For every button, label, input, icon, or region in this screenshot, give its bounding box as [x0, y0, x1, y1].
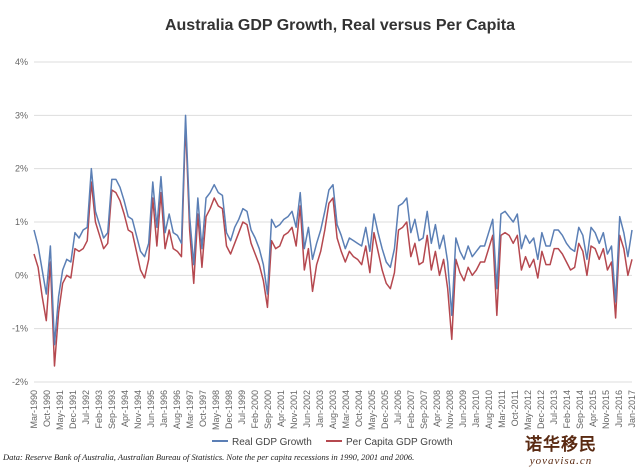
x-tick-label: Feb-2014 [562, 390, 572, 429]
watermark-logo: 诺华移民 yovavisa.cn [486, 430, 636, 467]
x-tick-label: Feb-1993 [94, 390, 104, 429]
gridlines [34, 61, 632, 383]
x-tick-label: Feb-2000 [250, 390, 260, 429]
x-tick-label: Apr-2015 [588, 390, 598, 427]
x-tick-label: Sep-2000 [263, 390, 273, 429]
x-tick-label: May-2005 [367, 390, 377, 430]
y-tick-label: 4% [15, 57, 28, 67]
x-axis-ticks: Mar-1990 Oct-1990 May-1991 Dec-1991 Jul-1992… [29, 390, 637, 430]
x-tick-label: Dec-2012 [536, 390, 546, 429]
x-tick-label: Mar-1990 [29, 390, 39, 429]
x-tick-label: May-2012 [523, 390, 533, 430]
x-tick-label: May-1998 [211, 390, 221, 430]
x-tick-label: Jul-2013 [549, 390, 559, 425]
x-tick-label: Mar-1997 [185, 390, 195, 429]
x-tick-label: Jul-1992 [81, 390, 91, 425]
x-tick-label: Dec-1998 [224, 390, 234, 429]
x-tick-label: Apr-2001 [276, 390, 286, 427]
x-tick-label: Jul-2006 [393, 390, 403, 425]
x-tick-label: Dec-1991 [68, 390, 78, 429]
x-tick-label: Nov-2001 [289, 390, 299, 429]
source-note: Data: Reserve Bank of Australia, Austral… [3, 452, 415, 462]
x-tick-label: Nov-1994 [133, 390, 143, 429]
x-tick-label: Aug-2010 [484, 390, 494, 429]
x-tick-label: Apr-1994 [120, 390, 130, 427]
x-tick-label: Oct-2011 [510, 390, 520, 426]
x-tick-label: Aug-1996 [172, 390, 182, 429]
x-tick-label: Aug-2003 [328, 390, 338, 429]
x-tick-label: Apr-2008 [432, 390, 442, 427]
x-tick-label: Jan-2010 [471, 390, 481, 428]
watermark-chinese-text: 诺华移民 [525, 435, 597, 455]
x-tick-label: Oct-1990 [42, 390, 52, 427]
legend: Real GDP Growth Per Capita GDP Growth [212, 437, 453, 448]
y-tick-label: -2% [12, 377, 28, 387]
x-tick-label: May-1991 [55, 390, 65, 430]
y-tick-label: 2% [15, 164, 28, 174]
x-tick-label: Jun-1995 [146, 390, 156, 428]
x-tick-label: Dec-2005 [380, 390, 390, 429]
x-tick-label: Jan-1996 [159, 390, 169, 428]
legend-label-per-capita: Per Capita GDP Growth [346, 437, 453, 448]
x-tick-label: Jun-2009 [458, 390, 468, 428]
y-axis-ticks: -2% -1% 0% 1% 2% 3% 4% [12, 57, 28, 387]
y-tick-label: 1% [15, 217, 28, 227]
x-tick-label: Oct-1997 [198, 390, 208, 427]
watermark-english-text: yovavisa.cn [529, 455, 593, 467]
chart-title: Australia GDP Growth, Real versus Per Ca… [165, 17, 515, 34]
series-lines [33, 114, 633, 367]
x-tick-label: Oct-2004 [354, 390, 364, 427]
series-line-per-capita-gdp [33, 122, 633, 367]
x-tick-label: Jun-2002 [302, 390, 312, 428]
y-tick-label: 0% [15, 270, 28, 280]
x-tick-label: Mar-2011 [497, 390, 507, 428]
x-tick-label: Sep-2014 [575, 390, 585, 429]
x-tick-label: Jun-2016 [614, 390, 624, 428]
x-tick-label: Nov-2015 [601, 390, 611, 429]
x-tick-label: Jan-2017 [627, 390, 637, 428]
x-tick-label: Sep-2007 [419, 390, 429, 429]
y-tick-label: 3% [15, 110, 28, 120]
x-tick-label: Jan-2003 [315, 390, 325, 428]
x-tick-label: Sep-1993 [107, 390, 117, 429]
x-tick-label: Nov-2008 [445, 390, 455, 429]
series-line-real-gdp [33, 114, 633, 346]
x-tick-label: Jul-1999 [237, 390, 247, 425]
y-tick-label: -1% [12, 324, 28, 334]
x-tick-label: Feb-2007 [406, 390, 416, 429]
legend-label-real: Real GDP Growth [232, 437, 312, 448]
x-tick-label: Mar-2004 [341, 390, 351, 429]
